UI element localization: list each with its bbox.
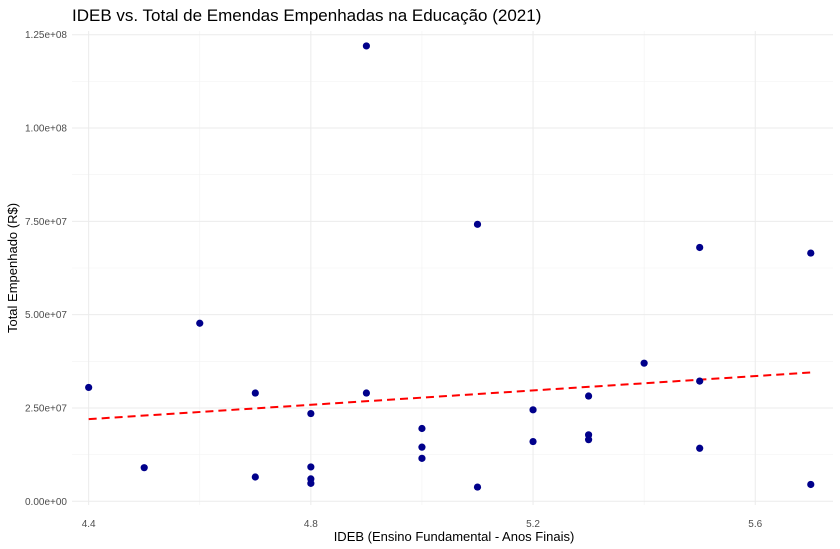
data-point (196, 319, 204, 327)
x-tick-label: 5.6 (748, 519, 762, 530)
data-point (307, 479, 315, 487)
data-point (584, 392, 593, 400)
data-point (473, 483, 482, 491)
data-point (362, 389, 371, 397)
x-tick-label: 4.8 (304, 519, 318, 530)
tick-labels: 4.4 4.8 5.2 5.6 0.00e+00 2.50e+07 5.00e+07 7.50… (25, 30, 763, 530)
data-point (85, 383, 93, 392)
trend-line-group (88, 371, 811, 421)
data-point (696, 243, 704, 252)
data-point (418, 454, 426, 462)
data-point (807, 480, 815, 489)
data-point (807, 249, 815, 257)
data-point (418, 424, 426, 433)
data-point (418, 443, 426, 451)
data-point (251, 389, 259, 397)
data-point (529, 437, 537, 446)
data-point (529, 406, 537, 414)
y-tick-label: 2.50e+07 (25, 403, 67, 414)
data-point (696, 444, 704, 452)
data-point (696, 377, 704, 385)
x-tick-label: 4.4 (82, 519, 96, 530)
x-axis-title: IDEB (Ensino Fundamental - Anos Finais) (334, 529, 575, 544)
y-tick-label: 7.50e+07 (25, 217, 67, 228)
y-tick-label: 1.25e+08 (25, 30, 67, 41)
chart-title: IDEB vs. Total de Emendas Empenhadas na … (72, 6, 541, 25)
x-tick-label: 5.2 (526, 519, 540, 530)
y-axis-title: Total Empenhado (R$) (5, 203, 20, 333)
data-points (85, 42, 815, 491)
data-point (584, 436, 593, 444)
y-tick-label: 0.00e+00 (25, 497, 67, 508)
data-point (473, 220, 482, 228)
data-point (307, 463, 315, 471)
y-tick-label: 1.00e+08 (25, 124, 67, 135)
data-point (640, 359, 648, 367)
data-point (307, 409, 315, 418)
trend-line (88, 371, 811, 421)
data-point (362, 42, 371, 50)
data-point (251, 473, 259, 481)
data-point (140, 464, 148, 472)
y-tick-label: 5.00e+07 (25, 310, 67, 321)
grid (72, 31, 833, 505)
